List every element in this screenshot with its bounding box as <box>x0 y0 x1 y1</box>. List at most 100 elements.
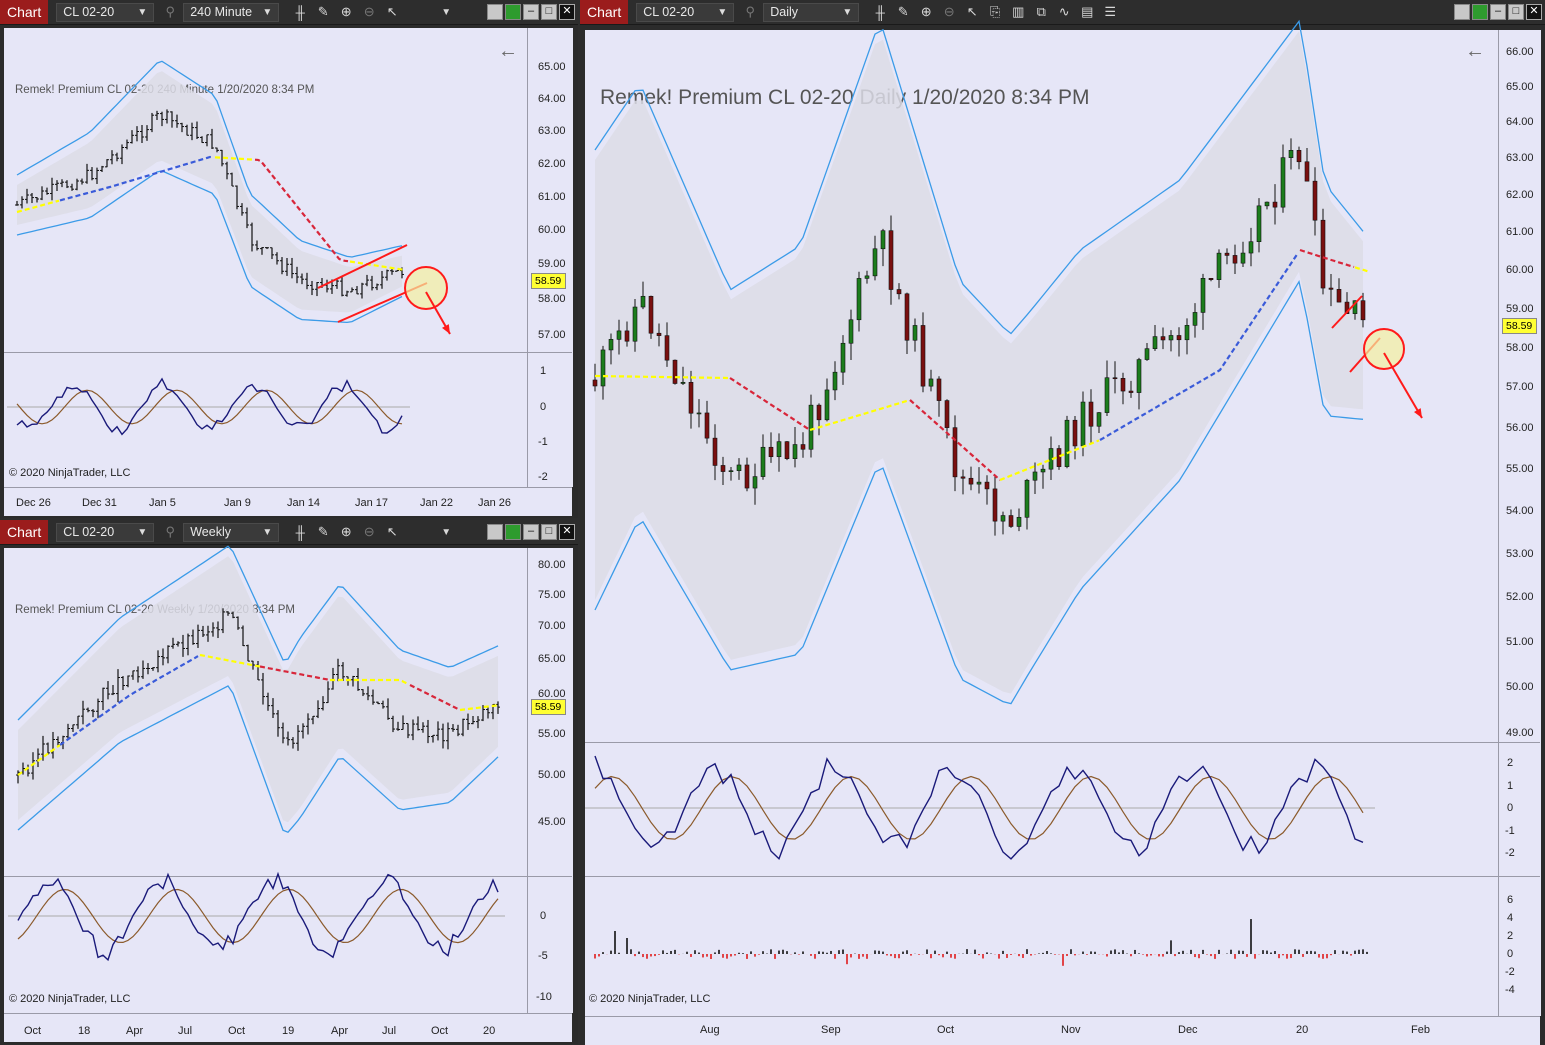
time-tick: Jul <box>382 1025 397 1037</box>
candle-body <box>992 488 998 522</box>
zoom-in-icon[interactable]: ⊕ <box>920 4 932 19</box>
candle-body <box>904 293 910 341</box>
price-tick: 64.00 <box>538 93 566 105</box>
last-price-marker: 58.59 <box>1502 318 1538 334</box>
price-tick: 60.00 <box>538 224 566 236</box>
panel-separator[interactable] <box>4 876 572 877</box>
minimize-button[interactable]: – <box>1490 4 1506 20</box>
chart-tab[interactable]: Chart <box>0 520 49 544</box>
more-chevron-icon[interactable]: ▼ <box>441 526 452 538</box>
close-button[interactable]: ✕ <box>559 524 575 540</box>
drawing-tool-icon[interactable]: ✎ <box>317 524 329 539</box>
price-axis[interactable] <box>1498 30 1541 1016</box>
candle-body <box>744 464 750 489</box>
pointer-icon[interactable]: ↖ <box>386 4 398 19</box>
close-button[interactable]: ✕ <box>1526 4 1542 20</box>
time-tick: Oct <box>24 1025 42 1037</box>
trend-line <box>409 684 459 710</box>
price-tick: 58.00 <box>1506 342 1534 354</box>
instrument-selector[interactable]: CL 02-20 ▼ <box>636 2 735 22</box>
panel-separator[interactable] <box>4 352 572 353</box>
candle-body <box>1248 241 1254 254</box>
drawing-tool-icon[interactable]: ✎ <box>317 4 329 19</box>
bar-style-icon[interactable]: ╫ <box>295 4 305 20</box>
price-tick: 56.00 <box>1506 422 1534 434</box>
maximize-button[interactable]: □ <box>1508 4 1524 20</box>
more-chevron-icon[interactable]: ▼ <box>441 6 452 18</box>
indicators-icon[interactable]: ∿ <box>1058 4 1070 19</box>
zoom-out-icon[interactable]: ⊖ <box>943 4 955 19</box>
price-tick: 59.00 <box>1506 303 1534 315</box>
restore-icon[interactable] <box>487 524 503 540</box>
data-box-icon[interactable]: ⎘ <box>990 4 1001 19</box>
time-axis[interactable] <box>4 1013 572 1042</box>
back-arrow-icon[interactable]: ← <box>1465 40 1485 62</box>
search-icon[interactable]: ⚲ <box>165 524 175 539</box>
bar-style-icon[interactable]: ╫ <box>295 524 305 540</box>
strategies-icon[interactable]: ⧉ <box>1036 4 1046 19</box>
chart-toolbar: Chart CL 02-20 ▼ ⚲ 240 Minute ▼ ╫ ✎ ⊕ ⊖ ↖ … <box>0 0 578 25</box>
candle-body <box>1216 252 1222 280</box>
time-axis[interactable] <box>4 487 572 516</box>
trend-line <box>459 704 500 712</box>
candle-body <box>1256 205 1262 243</box>
zoom-out-icon[interactable]: ⊖ <box>363 4 375 19</box>
candle-body <box>656 332 662 336</box>
pointer-icon[interactable]: ↖ <box>386 524 398 539</box>
chevron-down-icon: ▼ <box>137 526 148 538</box>
period-selector[interactable]: Weekly ▼ <box>183 522 280 542</box>
target-circle <box>404 266 448 310</box>
period-selector[interactable]: Daily ▼ <box>763 2 860 22</box>
zoom-in-icon[interactable]: ⊕ <box>340 4 352 19</box>
candle-body <box>952 427 958 478</box>
candle-body <box>704 412 710 439</box>
chart-tab[interactable]: Chart <box>0 0 49 24</box>
oscillator-line <box>17 871 499 962</box>
restore-icon[interactable] <box>1454 4 1470 20</box>
price-tick: 65.00 <box>1506 81 1534 93</box>
panel-separator[interactable] <box>585 876 1540 877</box>
chart-tab[interactable]: Chart <box>580 0 629 24</box>
time-tick: Jan 14 <box>287 497 321 509</box>
osc-tick: -5 <box>538 950 548 962</box>
restore-icon[interactable] <box>487 4 503 20</box>
maximize-button[interactable]: □ <box>541 524 557 540</box>
back-arrow-icon[interactable]: ← <box>498 40 518 62</box>
trend-line <box>16 199 60 214</box>
price-tick: 50.00 <box>1506 681 1534 693</box>
zoom-in-icon[interactable]: ⊕ <box>340 524 352 539</box>
link-icon[interactable] <box>505 4 521 20</box>
drawing-tool-icon[interactable]: ✎ <box>897 4 909 19</box>
instrument-selector[interactable]: CL 02-20 ▼ <box>56 522 155 542</box>
chart-toolbar: Chart CL 02-20 ▼ ⚲ Weekly ▼ ╫ ✎ ⊕ ⊖ ↖ ▼ – … <box>0 520 578 545</box>
period-selector[interactable]: 240 Minute ▼ <box>183 2 280 22</box>
trend-line <box>214 156 255 161</box>
price-tick: 70.00 <box>538 620 566 632</box>
chart-window-daily: Chart CL 02-20 ▼ ⚲ Daily ▼ ╫ ✎ ⊕ ⊖ ↖ ⎘ ▥ ⧉… <box>580 0 1545 1045</box>
osc-tick: 2 <box>1507 757 1514 769</box>
link-icon[interactable] <box>1472 4 1488 20</box>
price-axis[interactable] <box>527 548 573 1013</box>
properties-icon[interactable]: ▤ <box>1081 4 1094 19</box>
price-axis[interactable] <box>527 28 573 487</box>
instrument-selector[interactable]: CL 02-20 ▼ <box>56 2 155 22</box>
candle-body <box>776 441 782 458</box>
pointer-icon[interactable]: ↖ <box>966 4 978 19</box>
bar-style-icon[interactable]: ╫ <box>875 4 885 20</box>
templates-icon[interactable]: ▥ <box>1012 4 1025 19</box>
signal-line <box>17 888 499 944</box>
time-axis[interactable] <box>585 1016 1540 1045</box>
minimize-button[interactable]: – <box>523 524 539 540</box>
minimize-button[interactable]: – <box>523 4 539 20</box>
search-icon[interactable]: ⚲ <box>165 4 175 19</box>
arrow-head <box>1414 408 1422 418</box>
panel-separator[interactable] <box>585 742 1540 743</box>
search-icon[interactable]: ⚲ <box>745 4 755 19</box>
close-button[interactable]: ✕ <box>559 4 575 20</box>
maximize-button[interactable]: □ <box>541 4 557 20</box>
oscillator-line <box>594 755 1364 861</box>
zoom-out-icon[interactable]: ⊖ <box>363 524 375 539</box>
time-tick: 18 <box>78 1025 91 1037</box>
list-icon[interactable]: ☰ <box>1104 4 1117 19</box>
link-icon[interactable] <box>505 524 521 540</box>
